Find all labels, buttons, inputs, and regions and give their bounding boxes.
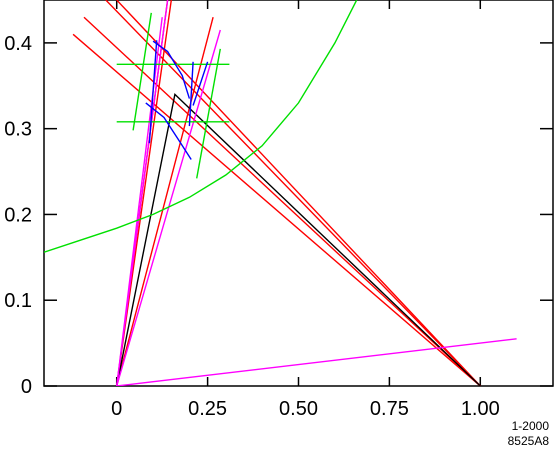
red-line-1 — [83, 16, 481, 386]
blue-line-17 — [152, 40, 191, 99]
tick-labels: 0 0.25 0.50 0.75 1.00 0 0.1 0.2 0.3 0.4 — [4, 33, 500, 420]
y-tick-label: 0.3 — [4, 119, 32, 141]
blue-line-18 — [145, 102, 192, 160]
y-tick-label: 0.4 — [4, 33, 32, 55]
magenta-line-10 — [116, 29, 221, 386]
green-line-16 — [196, 48, 221, 179]
red-line-6 — [116, 17, 214, 386]
x-tick-label: 0.50 — [279, 398, 318, 420]
corner-label-date: 1-2000 — [512, 419, 550, 433]
green-line-12 — [44, 0, 358, 253]
x-tick-label: 0.75 — [370, 398, 409, 420]
x-tick-label: 0.25 — [188, 398, 227, 420]
magenta-line-9 — [116, 0, 169, 386]
x-tick-label: 0 — [111, 398, 122, 420]
red-line-2 — [105, 0, 481, 386]
y-tick-label: 0.2 — [4, 204, 32, 226]
red-line-0 — [72, 33, 481, 386]
magenta-line-11 — [116, 338, 517, 386]
chart-series — [44, 0, 517, 386]
green-line-15 — [132, 12, 152, 131]
y-tick-label: 0 — [21, 376, 32, 398]
blue-line-20 — [188, 61, 194, 127]
blue-line-21 — [192, 61, 209, 106]
x-tick-label: 1.00 — [461, 398, 500, 420]
corner-label-code: 8525A8 — [508, 434, 550, 448]
black-line-7 — [116, 93, 481, 386]
y-tick-label: 0.1 — [4, 290, 32, 312]
blue-line-19 — [148, 40, 158, 144]
axis-ticks — [44, 0, 553, 387]
